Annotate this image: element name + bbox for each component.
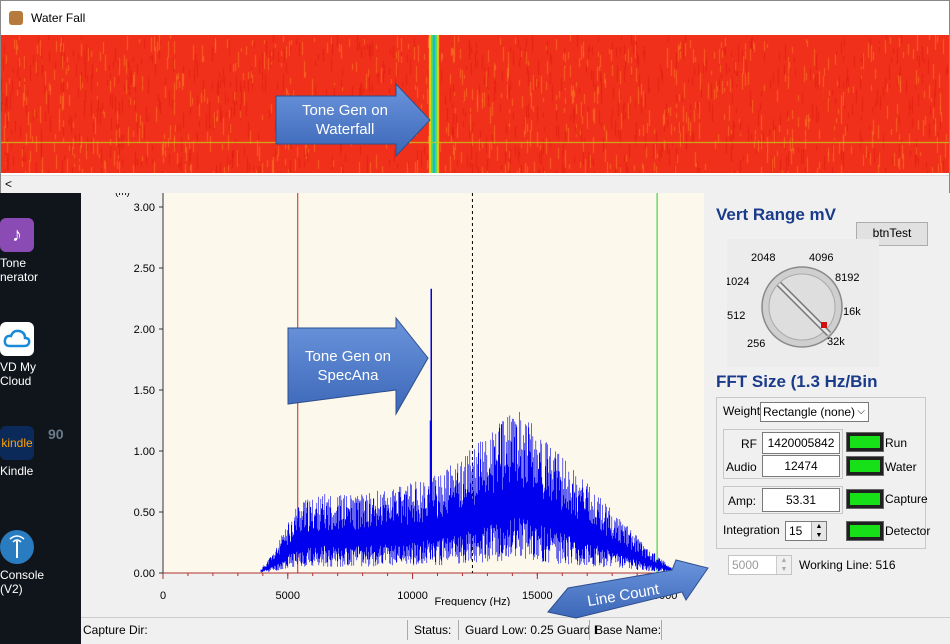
integration-label: Integration (723, 523, 780, 537)
audio-label: Audio (726, 460, 757, 474)
base-name-label: Base Name: (595, 623, 662, 637)
waterfall-window: Water Fall < (0, 0, 950, 193)
weight-select-value: Rectangle (none) (763, 405, 856, 419)
music-note-icon: ♪ (0, 218, 34, 252)
control-panel: Vert Range mV btnTest 2048 4096 1024 819… (709, 193, 937, 606)
knob-label: 1024 (727, 276, 749, 288)
detector-led-button[interactable] (846, 521, 884, 541)
knob-label: 16k (843, 306, 861, 318)
vert-range-knob-area: 2048 4096 1024 8192 512 16k 256 32k (725, 239, 879, 367)
kindle-icon: kindle (0, 426, 34, 460)
y-tick-label: 2.50 (134, 263, 155, 275)
y-tick-label: 3.00 (134, 202, 155, 214)
app-icon (9, 10, 23, 25)
desktop-icon-wd-my-cloud[interactable]: VD My Cloud (0, 322, 80, 388)
detector-label: Detector (885, 524, 931, 538)
x-tick-label: 5000 (276, 590, 300, 602)
knob-label: 2048 (751, 252, 775, 264)
x-tick-label: 0 (160, 590, 166, 602)
status-bar: Capture Dir: Status: Guard Low: 0.25 Gua… (81, 617, 950, 644)
capture-label: Capture (885, 492, 928, 506)
x-tick-label: 15000 (522, 590, 553, 602)
status-label: Status: (414, 623, 452, 637)
weight-select[interactable]: Rectangle (none) ⌵ (760, 402, 869, 422)
status-divider (661, 620, 662, 640)
run-led-button[interactable] (846, 432, 884, 452)
stepper-arrows-icon[interactable]: ▲ ▼ (811, 522, 826, 540)
y-tick-label: 1.00 (134, 446, 155, 458)
desktop-icon-label: nerator (0, 270, 39, 284)
line-count-value: 5000 (732, 558, 759, 572)
waterfall-titlebar: Water Fall (1, 1, 949, 34)
rf-label: RF (741, 437, 757, 451)
desktop-icon-label: Cloud (0, 374, 32, 388)
audio-field[interactable]: 12474 (762, 455, 840, 477)
water-led-button[interactable] (846, 456, 884, 476)
fft-size-title: FFT Size (1.3 Hz/Bin (716, 372, 878, 391)
amp-label: Amp: (728, 494, 757, 508)
scroll-left-icon[interactable]: < (5, 177, 13, 191)
desktop-icon-tone-generator[interactable]: ♪ Tone nerator (0, 218, 80, 284)
knob-label: 8192 (835, 272, 859, 284)
status-divider (458, 620, 459, 640)
stepper-arrows-icon[interactable]: ▲ ▼ (776, 556, 791, 574)
horizontal-scrollbar[interactable]: < (1, 175, 949, 193)
line-count-stepper[interactable]: 5000 ▲ ▼ (728, 555, 792, 575)
y-tick-label: 0.50 (134, 507, 155, 519)
integration-stepper[interactable]: 15 ▲ ▼ (785, 521, 827, 541)
spectrum-panel: (m) 3.00 2.50 2.00 1.50 1.00 0.50 0.00 0 5000 1000… (87, 193, 704, 606)
capture-led-button[interactable] (846, 489, 884, 509)
knob-label: 32k (827, 336, 845, 348)
waterfall-canvas (1, 35, 949, 173)
window-title: Water Fall (31, 10, 86, 25)
y-tick-label: 1.50 (134, 385, 155, 397)
waterfall-display[interactable] (1, 35, 949, 173)
vert-range-knob[interactable]: 2048 4096 1024 8192 512 16k 256 32k (725, 239, 879, 367)
knob-label: 256 (747, 338, 765, 350)
knob-label: 512 (727, 310, 745, 322)
cloud-icon (0, 322, 34, 356)
knob-label: 4096 (809, 252, 833, 264)
spectrum-chart: (m) 3.00 2.50 2.00 1.50 1.00 0.50 0.00 0 5000 1000… (115, 193, 704, 606)
x-tick-label: 10000 (397, 590, 428, 602)
desktop-icon-console[interactable]: Console (V2) (0, 530, 80, 596)
capture-dir-label: Capture Dir: (83, 623, 148, 637)
spectrum-trace (260, 412, 675, 573)
fft-groupbox: Weight Rectangle (none) ⌵ RF 1420005842 … (716, 397, 930, 549)
run-label: Run (885, 436, 908, 450)
amp-group (723, 486, 843, 514)
guard-label: Guard Low: 0.25 Guard I (465, 623, 598, 637)
desktop-icon-label: Console (0, 568, 45, 582)
working-line-label: Working Line: 516 (799, 558, 896, 572)
y-tick-label: 2.00 (134, 324, 155, 336)
antenna-icon (0, 530, 34, 564)
y-axis-label: (m) (115, 193, 130, 198)
rf-audio-group (723, 429, 843, 479)
desktop-icon-kindle[interactable]: kindle Kindle (0, 426, 80, 478)
desktop-icon-label: (V2) (0, 582, 23, 596)
amp-field[interactable]: 53.31 (762, 488, 840, 512)
vert-range-title: Vert Range mV (716, 205, 836, 224)
desktop-icon-label: VD My (0, 360, 36, 374)
status-divider (589, 620, 590, 640)
integration-value: 15 (789, 524, 803, 538)
weight-label: Weight (723, 404, 761, 418)
water-label: Water (885, 460, 917, 474)
x-axis-label: Frequency (Hz) (435, 596, 511, 606)
y-tick-label: 0.00 (134, 568, 155, 580)
desktop-icon-label: Tone (0, 256, 27, 270)
spectrum-analyzer-window: (m) 3.00 2.50 2.00 1.50 1.00 0.50 0.00 0 5000 1000… (81, 0, 950, 644)
desktop-icon-label: Kindle (0, 464, 34, 478)
chevron-down-icon: ⌵ (857, 406, 865, 417)
desktop-text: 90 (48, 426, 64, 442)
rf-field[interactable]: 1420005842 (762, 432, 840, 454)
status-divider (407, 620, 408, 640)
x-tick-label: 20000 (647, 590, 678, 602)
